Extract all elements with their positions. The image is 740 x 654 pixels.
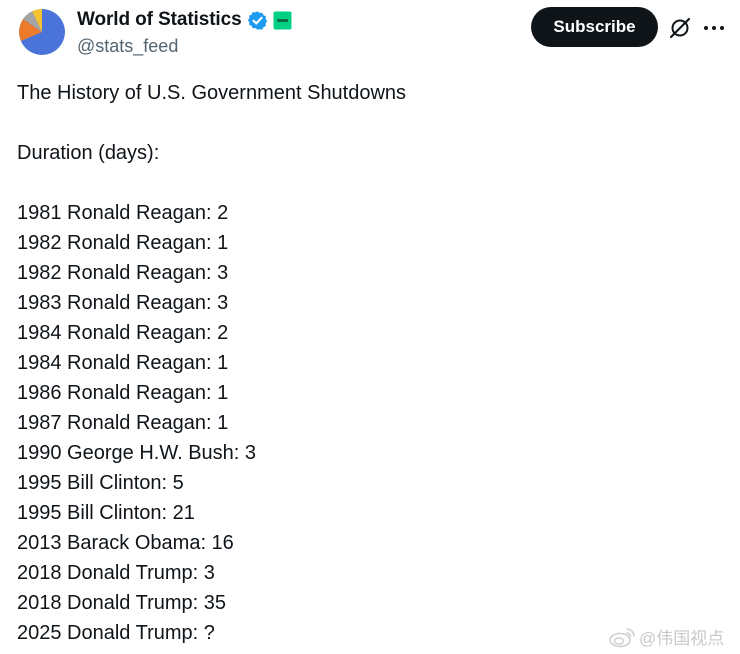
avatar[interactable] [19, 9, 65, 55]
list-item: 1986 Ronald Reagan: 1 [17, 382, 229, 404]
list-item: 1987 Ronald Reagan: 1 [17, 412, 229, 434]
display-name[interactable]: World of Statistics [77, 9, 242, 30]
list-item: 1984 Ronald Reagan: 1 [17, 352, 229, 374]
watermark: @伟国视点 [608, 624, 724, 649]
tweet-text: The History of U.S. Government Shutdowns… [17, 78, 717, 648]
weibo-logo-icon [609, 627, 635, 647]
verified-badge-icon [247, 10, 268, 31]
list-item: 2018 Donald Trump: 35 [17, 592, 227, 614]
pie-chart-logo-icon [19, 9, 65, 55]
more-dots-icon[interactable] [701, 15, 727, 41]
blank-line [17, 108, 717, 138]
list-item: 2013 Barack Obama: 16 [17, 532, 234, 554]
affiliate-badge-icon[interactable] [273, 11, 292, 30]
list-item: 1990 George H.W. Bush: 3 [17, 442, 257, 464]
list-item: 1983 Ronald Reagan: 3 [17, 292, 229, 314]
list-item: 1982 Ronald Reagan: 3 [17, 262, 229, 284]
subscribe-button[interactable]: Subscribe [531, 7, 658, 47]
tweet-title: The History of U.S. Government Shutdowns [17, 82, 407, 104]
tweet-header: World of Statistics @stats_feed Subscrib… [0, 0, 740, 70]
list-item: 1995 Bill Clinton: 5 [17, 472, 184, 494]
list-item: 1984 Ronald Reagan: 2 [17, 322, 229, 344]
list-item: 1995 Bill Clinton: 21 [17, 502, 195, 524]
list-item: 1981 Ronald Reagan: 2 [17, 202, 229, 224]
list-item: 2025 Donald Trump: ? [17, 622, 215, 644]
handle[interactable]: @stats_feed [77, 36, 179, 56]
tweet-subtitle: Duration (days): [17, 142, 160, 164]
blank-line [17, 168, 717, 198]
account-names: World of Statistics @stats_feed [77, 8, 292, 57]
watermark-text: @伟国视点 [639, 629, 725, 648]
list-item: 1982 Ronald Reagan: 1 [17, 232, 229, 254]
grok-icon[interactable] [667, 15, 693, 41]
list-item: 2018 Donald Trump: 3 [17, 562, 215, 584]
